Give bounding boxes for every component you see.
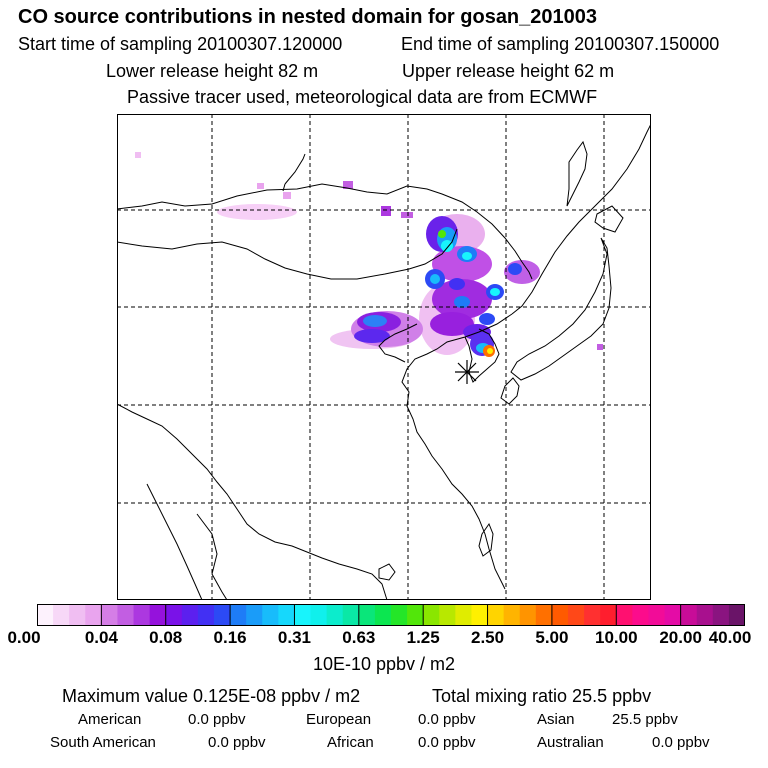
coastlines [117,123,651,600]
region-asian-name: Asian [537,711,575,728]
color-scale-swatch [551,604,569,626]
color-scale-swatch [197,604,215,626]
region-australian-name: Australian [537,734,604,751]
color-scale-border [37,604,745,626]
region-asian-value: 25.5 ppbv [612,711,678,728]
map-panel [117,114,651,600]
region-american-value: 0.0 ppbv [188,711,246,728]
total-mixing-ratio-label: Total mixing ratio 25.5 ppbv [432,686,652,706]
color-scale-swatch [391,604,408,626]
region-european-name: European [306,711,372,728]
color-scale-swatch [632,604,649,626]
end-time-label: End time of sampling 20100307.150000 [401,34,720,54]
color-scale-swatch [181,604,199,626]
region-south-american-value: 0.0 ppbv [208,734,266,751]
lat-lon-grid [117,114,651,600]
color-scale-swatch [616,604,633,626]
color-scale-swatch [600,604,617,626]
color-scale-tick-label: 40.00 [708,628,752,647]
start-time-label: Start time of sampling 20100307.120000 [18,34,343,54]
color-scale-swatch [535,604,553,626]
color-scale-tick-label: 2.50 [470,628,505,647]
color-scale-units: 10E-10 ppbv / m2 [312,654,456,674]
region-south-american-name: South American [50,734,156,751]
color-scale-swatch [149,604,167,626]
color-scale-swatch [246,604,263,626]
maximum-value-label: Maximum value 0.125E-08 ppbv / m2 [62,686,361,706]
color-scale-swatch [262,604,279,626]
color-scale-swatch [85,604,102,626]
color-scale-swatch [342,604,360,626]
color-scale-swatch [519,604,537,626]
color-scale-swatch [407,604,424,626]
color-scale-bar [37,604,745,626]
color-scale-swatch [568,604,585,626]
color-scale-swatch [214,604,231,626]
color-scale-swatch [374,604,392,626]
region-european-value: 0.0 ppbv [418,711,476,728]
receptor-star-marker [455,360,479,384]
color-scale-tick-label: 0.04 [84,628,118,647]
color-scale-swatch [358,604,376,626]
region-australian-value: 0.0 ppbv [652,734,710,751]
color-scale-tick-label: 1.25 [406,628,440,647]
color-scale-swatch [53,604,70,626]
color-scale-swatch [326,604,344,626]
color-scale-swatch [294,604,312,626]
color-scale-tick-label: 0.08 [149,628,183,647]
color-scale-tick-label: 0.16 [213,628,247,647]
color-scale-swatch [455,604,472,626]
color-scale-swatch [664,604,682,626]
region-american-name: American [78,711,142,728]
color-scale-swatch [101,604,118,626]
color-scale-tick-label: 0.00 [7,628,41,647]
tracer-note: Passive tracer used, meteorological data… [127,87,598,107]
color-scale-swatch [471,604,489,626]
color-scale-swatch [37,604,54,626]
color-scale-swatch [423,604,440,626]
color-scale-swatch [503,604,521,626]
color-scale-tick-label: 5.00 [535,628,569,647]
color-scale-swatch [133,604,151,626]
color-scale-swatch [584,604,601,626]
color-scale-tick-label: 0.63 [342,628,376,647]
color-scale-swatch [69,604,86,626]
upper-release-height-label: Upper release height 62 m [402,61,615,81]
color-scale-swatch [310,604,328,626]
color-scale-swatch [728,604,745,626]
color-scale-tick-label: 10.00 [594,628,638,647]
color-scale-swatch [165,604,183,626]
color-scale-swatch [117,604,135,626]
color-scale-tick-label: 20.00 [659,628,702,647]
color-scale-swatch [230,604,247,626]
color-scale-swatch [439,604,456,626]
region-african-name: African [327,734,374,751]
region-african-value: 0.0 ppbv [418,734,476,751]
color-scale-swatch [696,604,714,626]
color-scale-swatch [278,604,295,626]
color-scale-swatch [712,604,730,626]
lower-release-height-label: Lower release height 82 m [106,61,319,81]
color-scale-swatch [680,604,698,626]
map-title: CO source contributions in nested domain… [18,6,598,28]
concentration-plume [135,152,603,357]
color-scale-swatch [648,604,666,626]
color-scale-tick-label: 0.31 [277,628,311,647]
color-scale-swatch [487,604,505,626]
